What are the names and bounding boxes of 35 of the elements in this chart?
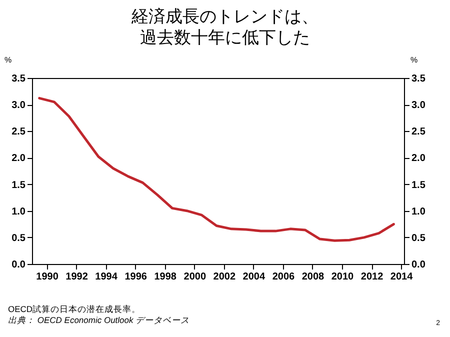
y-tick-label: 3.5 <box>12 74 26 84</box>
y-tick-label: 1.5 <box>12 180 26 191</box>
y2-tick-label: 2.5 <box>412 126 426 138</box>
x-tick-label: 2008 <box>302 272 325 282</box>
x-tick-label: 2004 <box>242 272 266 282</box>
x-tick-label: 1990 <box>36 272 59 282</box>
x-tick-label: 2002 <box>213 272 236 282</box>
x-tick-label: 2014 <box>390 272 414 282</box>
chart-title: 経済成長のトレンドは、過去数十年に低下した <box>130 7 320 49</box>
x-tick-label: 2012 <box>360 272 384 282</box>
y-tick-label: 2.0 <box>12 153 26 164</box>
x-tick-label: 1998 <box>154 272 177 282</box>
y2-tick-label: 1.0 <box>412 206 426 218</box>
x-tick-label: 2000 <box>184 272 206 282</box>
x-tick-label: 1992 <box>66 272 88 282</box>
x-tick-label: 2006 <box>272 272 296 282</box>
y-axis-title: % <box>4 56 12 64</box>
y2-axis-title: % <box>410 56 418 64</box>
source-note: 出典： OECD Economic Outlook データベース <box>8 315 190 326</box>
x-tick-label: 1996 <box>124 272 148 282</box>
y2-tick-label: 0.5 <box>412 232 426 244</box>
y-tick-label: 1.0 <box>12 206 26 218</box>
y-tick-label: 0.5 <box>12 232 26 244</box>
y2-tick-label: 3.5 <box>412 74 426 84</box>
y-tick-label: 3.0 <box>12 100 26 112</box>
y-tick-label: 2.5 <box>12 126 26 138</box>
line-series <box>38 96 395 242</box>
y-tick-label: 0.0 <box>12 260 26 270</box>
y2-tick-label: 0.0 <box>412 260 426 270</box>
y2-tick-label: 3.0 <box>412 100 426 112</box>
x-tick-label: 2010 <box>331 272 354 282</box>
x-tick-label: 1994 <box>95 272 118 282</box>
text: OECD試算の日本の潜在成長率。 <box>8 304 142 315</box>
y2-tick-label: 1.5 <box>412 180 426 191</box>
y2-tick-label: 2.0 <box>412 153 426 164</box>
